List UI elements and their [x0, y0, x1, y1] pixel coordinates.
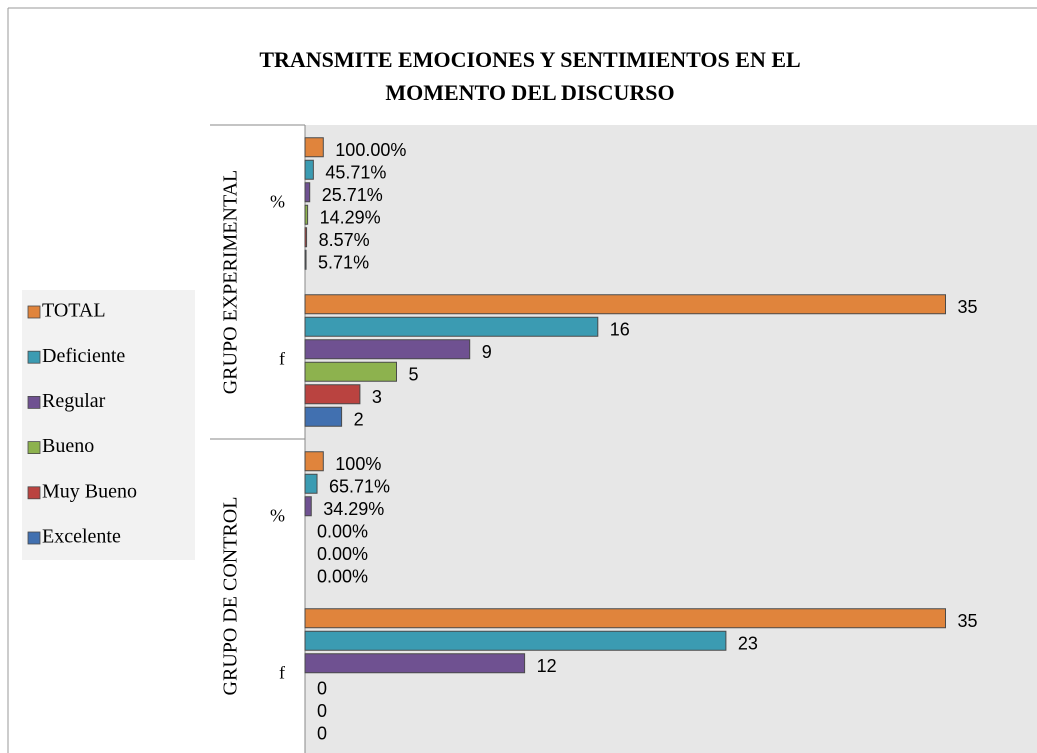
value-label: 5	[409, 365, 419, 385]
category-label: %	[270, 192, 285, 212]
value-label: 14.29%	[320, 208, 381, 228]
bar	[304, 451, 324, 472]
value-label: 9	[482, 342, 492, 362]
value-label: 5.71%	[318, 253, 369, 273]
legend-swatch	[27, 486, 41, 500]
chart-title: TRANSMITE EMOCIONES Y SENTIMIENTOS EN EL…	[259, 47, 800, 105]
category-label: %	[270, 506, 285, 526]
legend-swatch	[27, 305, 41, 319]
value-label: 0	[317, 724, 327, 744]
value-label: 25.71%	[322, 185, 383, 205]
bar	[304, 227, 308, 248]
legend-label: Regular	[42, 390, 106, 412]
category-label: f	[279, 349, 285, 369]
value-label: 0.00%	[317, 567, 368, 587]
value-label: 2	[354, 410, 364, 430]
bar	[304, 630, 727, 651]
value-label: 65.71%	[329, 477, 390, 497]
legend-label: Excelente	[42, 526, 121, 548]
bar	[304, 159, 314, 180]
value-label: 35	[958, 611, 978, 631]
legend-label: Deficiente	[42, 345, 125, 367]
bar	[304, 204, 309, 225]
legend-swatch	[27, 395, 41, 409]
bar	[304, 608, 946, 629]
legend-swatch	[27, 350, 41, 364]
value-label: 45.71%	[325, 163, 386, 183]
value-label: 16	[610, 320, 630, 340]
legend-label: TOTAL	[42, 300, 106, 322]
legend-swatch	[27, 531, 41, 545]
bar	[304, 182, 311, 203]
bar	[304, 361, 397, 382]
value-label: 23	[738, 634, 758, 654]
bar	[304, 316, 599, 337]
bar	[304, 406, 343, 427]
category-label: f	[279, 663, 285, 683]
bar	[304, 473, 318, 494]
bar	[304, 339, 471, 360]
legend-label: Bueno	[42, 435, 94, 457]
value-label: 100.00%	[335, 140, 406, 160]
value-label: 8.57%	[319, 230, 370, 250]
value-label: 12	[537, 656, 557, 676]
value-label: 35	[958, 297, 978, 317]
value-label: 0.00%	[317, 522, 368, 542]
bar	[304, 137, 324, 158]
value-label: 34.29%	[323, 499, 384, 519]
value-label: 0	[317, 701, 327, 721]
value-label: 3	[372, 387, 382, 407]
bar	[304, 294, 946, 315]
legend-box	[22, 290, 195, 560]
group-label: GRUPO EXPERIMENTAL	[220, 170, 242, 395]
value-label: 0.00%	[317, 544, 368, 564]
value-label: 100%	[335, 454, 381, 474]
bar	[304, 496, 312, 517]
bar	[304, 249, 307, 270]
group-label: GRUPO DE CONTROL	[220, 497, 242, 696]
legend-label: Muy Bueno	[42, 480, 137, 502]
value-label: 0	[317, 679, 327, 699]
legend-swatch	[27, 441, 41, 455]
bar	[304, 653, 526, 674]
bar	[304, 384, 361, 405]
